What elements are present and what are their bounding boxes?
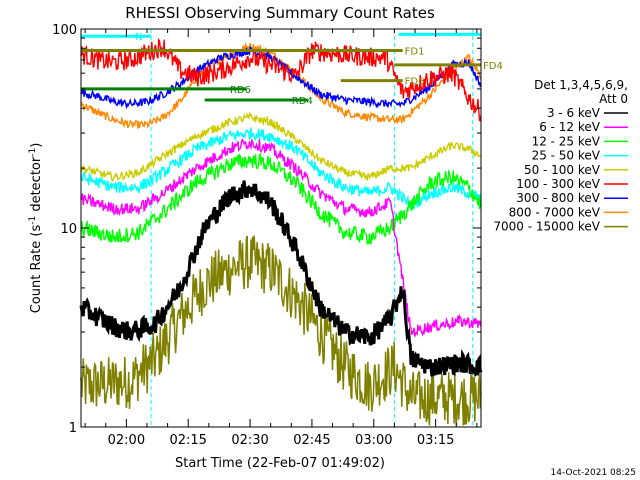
x-tick-label: 03:15 [417, 433, 454, 448]
series-line [80, 138, 482, 337]
legend-entry-label: 6 - 12 keV [539, 120, 601, 134]
flag-label: N [135, 32, 142, 43]
y-axis-label-part: Count Rate (s [29, 225, 44, 314]
flag-label: FD4 [483, 61, 503, 72]
legend-entry-label: 300 - 800 keV [516, 191, 600, 205]
legend-entry-label: 100 - 300 keV [516, 177, 600, 191]
flag-label: RD6 [230, 85, 251, 96]
series-line [80, 37, 482, 122]
legend-entry-label: 800 - 7000 keV [509, 205, 601, 219]
legend-entry-label: 12 - 25 keV [532, 134, 601, 148]
y-tick-label: 1 [69, 421, 77, 436]
footer-timestamp: 14-Oct-2021 08:25 [551, 468, 636, 478]
x-tick-label: 02:15 [169, 433, 206, 448]
x-tick-label: 02:00 [108, 433, 145, 448]
x-tick-label: 02:30 [231, 433, 268, 448]
y-axis-label-part: detector [29, 156, 44, 216]
y-axis-label-sup: -1 [28, 216, 38, 225]
x-tick-label: 02:45 [293, 433, 330, 448]
chart-title: RHESSI Observing Summary Count Rates [125, 4, 435, 22]
y-axis-label-sup: -1 [28, 148, 38, 157]
x-tick-label: 03:00 [355, 433, 392, 448]
series-line [80, 45, 482, 110]
flag-label: FD1 [405, 46, 425, 57]
series-line [79, 180, 483, 378]
series-line [80, 110, 482, 182]
y-axis-label-part: ) [29, 143, 44, 148]
flag-label: FD6 [405, 77, 425, 88]
x-axis-label: Start Time (22-Feb-07 01:49:02) [175, 456, 385, 471]
legend-title-line-1: Det 1,3,4,5,6,9, [534, 78, 628, 92]
flag-label: RD4 [292, 96, 313, 107]
legend-entry-label: 50 - 100 keV [524, 163, 601, 177]
legend-title-line-2: Att 0 [599, 92, 628, 106]
plot-area: FD1 FD4 FD6 RD4 RD6 N [79, 29, 503, 427]
legend-entry-label: 7000 - 15000 keV [493, 220, 600, 234]
legend-entry-label: 3 - 6 keV [547, 106, 601, 120]
y-tick-label: 100 [52, 23, 77, 38]
y-tick-label: 10 [60, 222, 77, 237]
axes: 1 10 100 02:00 02:15 02:30 02:45 03:00 03:15 [52, 23, 481, 448]
series-line [80, 127, 482, 211]
series-line [80, 235, 482, 426]
legend-entry-label: 25 - 50 keV [532, 149, 601, 163]
series-line [80, 152, 482, 246]
y-axis-label: Count Rate (s-1 detector-1) [28, 143, 44, 314]
